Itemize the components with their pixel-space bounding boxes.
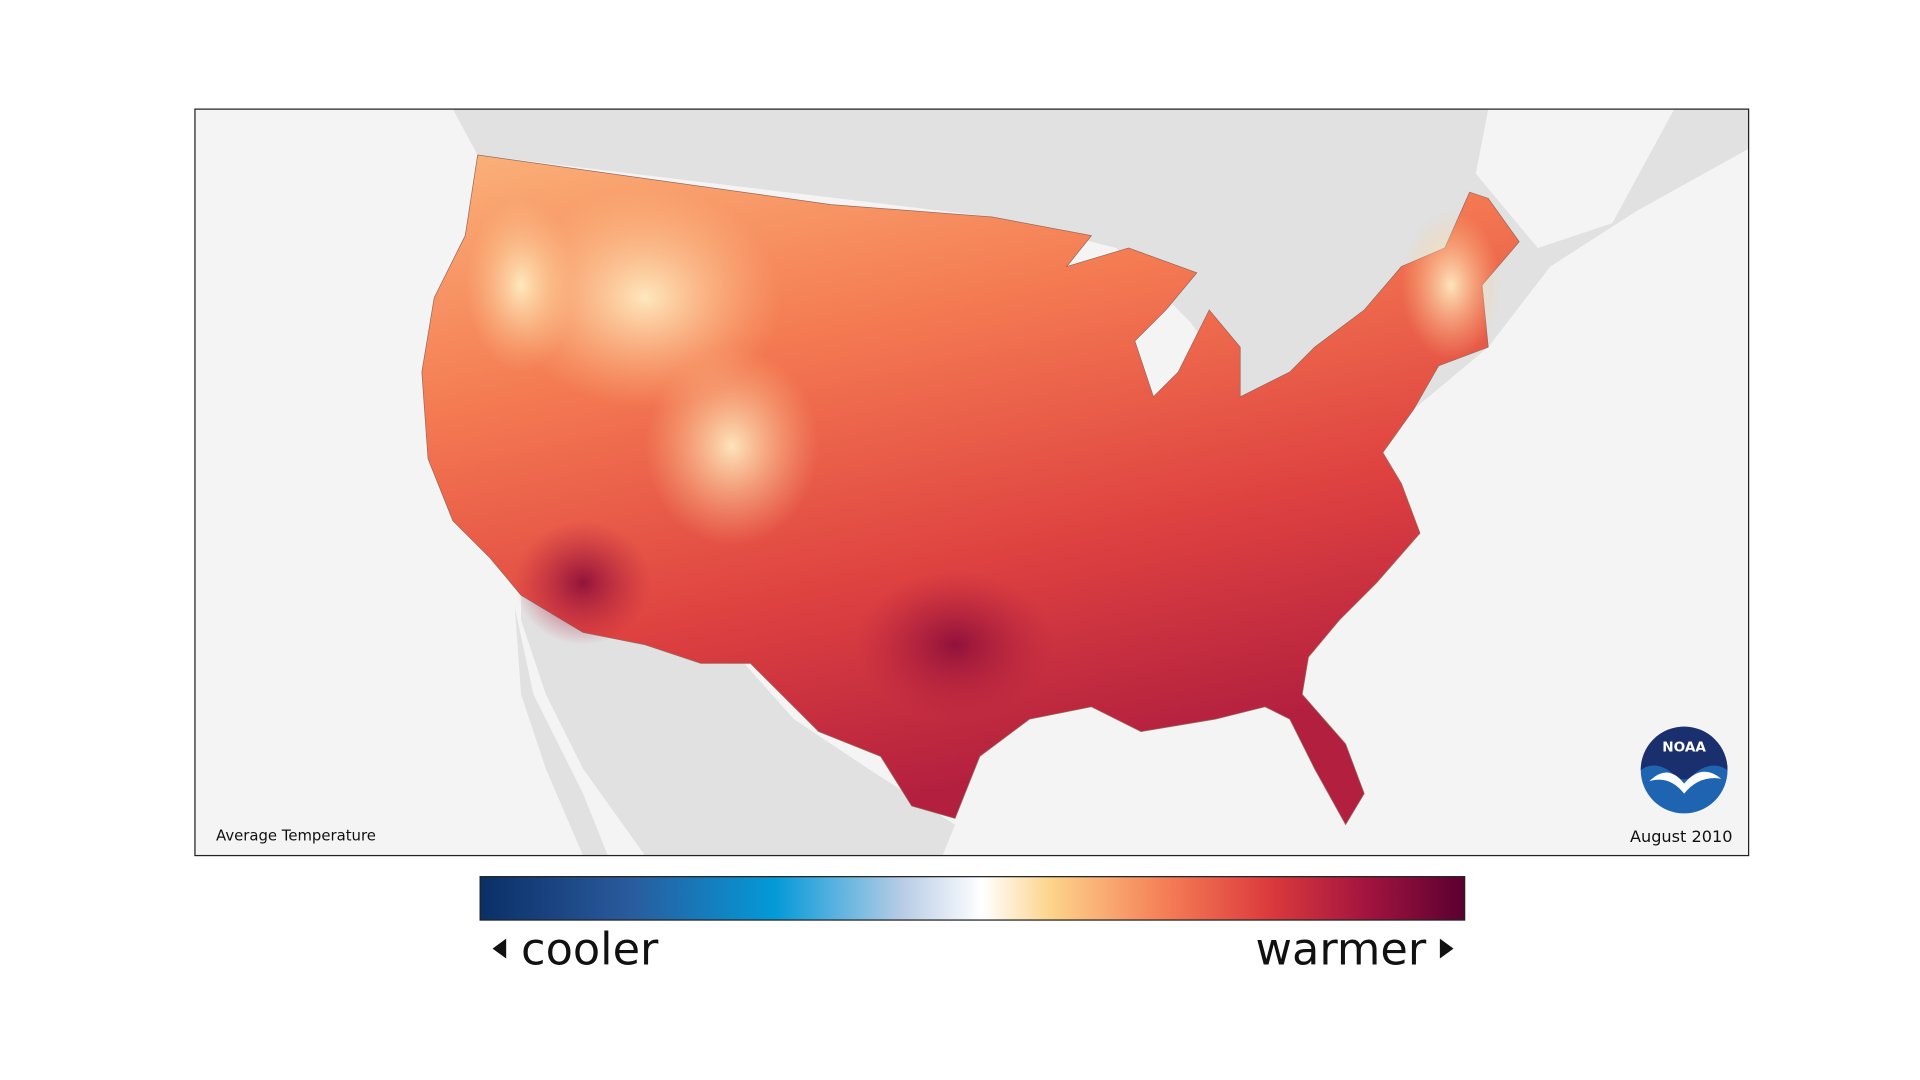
map-area: NOAA Average Temperature August 2010 — [194, 109, 1749, 856]
hot-area — [514, 520, 652, 645]
noaa-logo-top — [1640, 726, 1728, 780]
baja-land — [514, 607, 608, 856]
mountain-cool-area — [465, 198, 577, 372]
legend-low-label: cooler — [521, 924, 659, 976]
map-caption: Average Temperature — [216, 827, 376, 845]
map-frame — [194, 108, 1750, 857]
legend-high-label: warmer — [1256, 924, 1427, 976]
mountain-cool-area — [1401, 210, 1501, 360]
noaa-logo-gull — [1649, 771, 1722, 794]
mexico-land — [521, 595, 956, 856]
left-arrow — [492, 938, 507, 959]
hot-area — [855, 570, 1055, 720]
logo-text: NOAA — [1662, 739, 1706, 755]
right-arrow — [1439, 938, 1454, 959]
color-bar — [479, 876, 1466, 921]
mountain-cool-area — [645, 347, 819, 546]
map-date: August 2010 — [1630, 827, 1732, 846]
